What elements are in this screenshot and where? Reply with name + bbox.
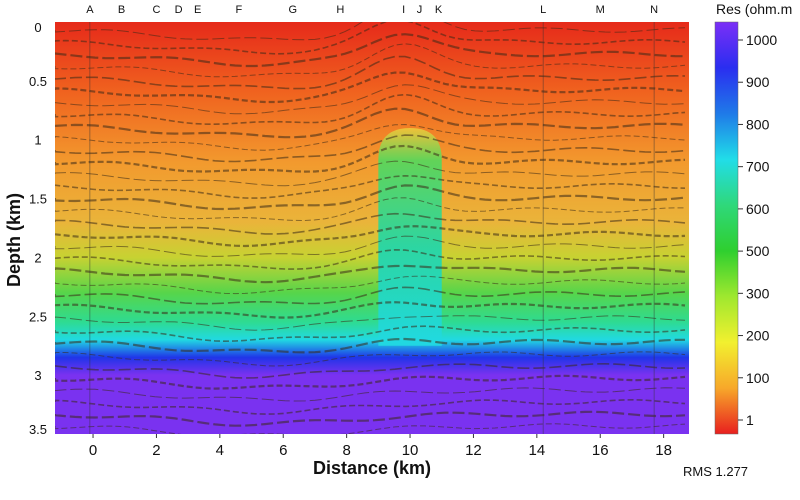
reflector-line: [55, 225, 686, 248]
reflector-line: [55, 93, 686, 126]
station-label: N: [650, 4, 658, 16]
reflector-line: [55, 398, 686, 415]
y-tick-label: 1: [34, 133, 41, 148]
station-label: F: [235, 4, 242, 16]
colorbar-tick-label: 500: [746, 243, 770, 259]
station-label: E: [194, 4, 201, 16]
station-label: B: [118, 4, 125, 16]
colorbar-tick-labels: 1000 900 800 700 600 500 300 200 100 1: [738, 32, 777, 428]
colorbar-tick-label: 300: [746, 285, 770, 301]
reflector-line: [55, 134, 686, 163]
seismic-reflectors: [55, 22, 686, 434]
x-tick-labels: 0 2 4 6 8 10 12 14 16 18: [89, 434, 672, 459]
colorbar-tick-label: 1: [746, 412, 754, 428]
station-lines: [89, 22, 655, 434]
x-tick-label: 0: [89, 442, 97, 459]
colorbar-tick-label: 200: [746, 328, 770, 344]
colorbar-title: Res (ohm.m: [716, 1, 792, 17]
reflector-line: [55, 351, 686, 367]
reflector-line: [55, 315, 686, 331]
reflector-line: [55, 55, 686, 90]
y-tick-label: 2.5: [29, 309, 47, 324]
y-axis-title: Depth (km): [4, 193, 24, 287]
station-label: I: [402, 4, 405, 16]
reflector-line: [55, 374, 686, 390]
station-label: H: [336, 4, 344, 16]
colorbar-tick-label: 800: [746, 116, 770, 132]
reflector-line: [55, 84, 686, 115]
colorbar-tick-label: 600: [746, 201, 770, 217]
resistivity-model: [55, 22, 689, 434]
reflector-line: [55, 43, 686, 78]
y-tick-label: 3.5: [29, 422, 47, 437]
reflector-line: [55, 387, 686, 402]
reflector-line: [55, 362, 686, 379]
y-tick-label: 0: [34, 20, 41, 35]
conductive-anomaly: [378, 127, 442, 346]
reflector-line: [55, 160, 686, 187]
station-label: L: [540, 4, 546, 16]
colorbar-tick-label: 900: [746, 74, 770, 90]
colorbar-gradient: [714, 21, 739, 435]
reflector-line: [55, 410, 686, 427]
y-tick-label: 0.5: [29, 74, 47, 89]
y-tick-labels: 0 0.5 1 1.5 2 2.5 3 3.5: [29, 20, 47, 437]
x-tick-label: 4: [216, 442, 224, 459]
reflector-line: [55, 235, 686, 257]
x-tick-label: 2: [152, 442, 160, 459]
station-label: J: [417, 4, 423, 16]
reflector-line: [55, 22, 686, 41]
station-label: D: [175, 4, 183, 16]
reflector-line: [55, 337, 686, 354]
x-tick-label: 8: [342, 442, 350, 459]
station-label: A: [86, 4, 94, 16]
reflector-line: [55, 275, 686, 295]
reflector-line: [55, 248, 686, 270]
colorbar-tick-label: 1000: [746, 32, 777, 48]
station-label: C: [152, 4, 160, 16]
reflector-line: [55, 325, 686, 343]
station-label: K: [435, 4, 443, 16]
y-tick-label: 1.5: [29, 192, 47, 207]
station-label: M: [596, 4, 605, 16]
reflector-line: [55, 71, 686, 104]
x-tick-label: 12: [465, 442, 482, 459]
reflector-line: [55, 301, 686, 319]
x-tick-label: 10: [402, 442, 419, 459]
colorbar-tick-label: 100: [746, 370, 770, 386]
reflector-line: [55, 33, 686, 68]
colorbar-tick-label: 700: [746, 159, 770, 175]
y-tick-label: 2: [34, 250, 41, 265]
x-tick-label: 16: [592, 442, 609, 459]
reflector-line: [55, 423, 686, 434]
station-label: G: [288, 4, 297, 16]
reflector-line: [55, 144, 686, 173]
x-tick-label: 18: [655, 442, 672, 459]
reflector-line: [55, 174, 686, 199]
rms-label: RMS 1.277: [683, 464, 748, 479]
reflector-line: [55, 184, 686, 211]
reflector-line: [55, 22, 686, 55]
x-tick-label: 6: [279, 442, 287, 459]
colorbar: Res (ohm.m 1000 900 800 700 600 500 300 200 100 1: [714, 1, 792, 435]
reflector-line: [55, 286, 686, 305]
x-tick-label: 14: [528, 442, 545, 459]
reflector-line: [55, 212, 686, 235]
x-axis-title: Distance (km): [313, 458, 431, 478]
reflector-line: [55, 264, 686, 284]
reflector-line: [55, 107, 686, 139]
y-tick-label: 3: [34, 368, 41, 383]
